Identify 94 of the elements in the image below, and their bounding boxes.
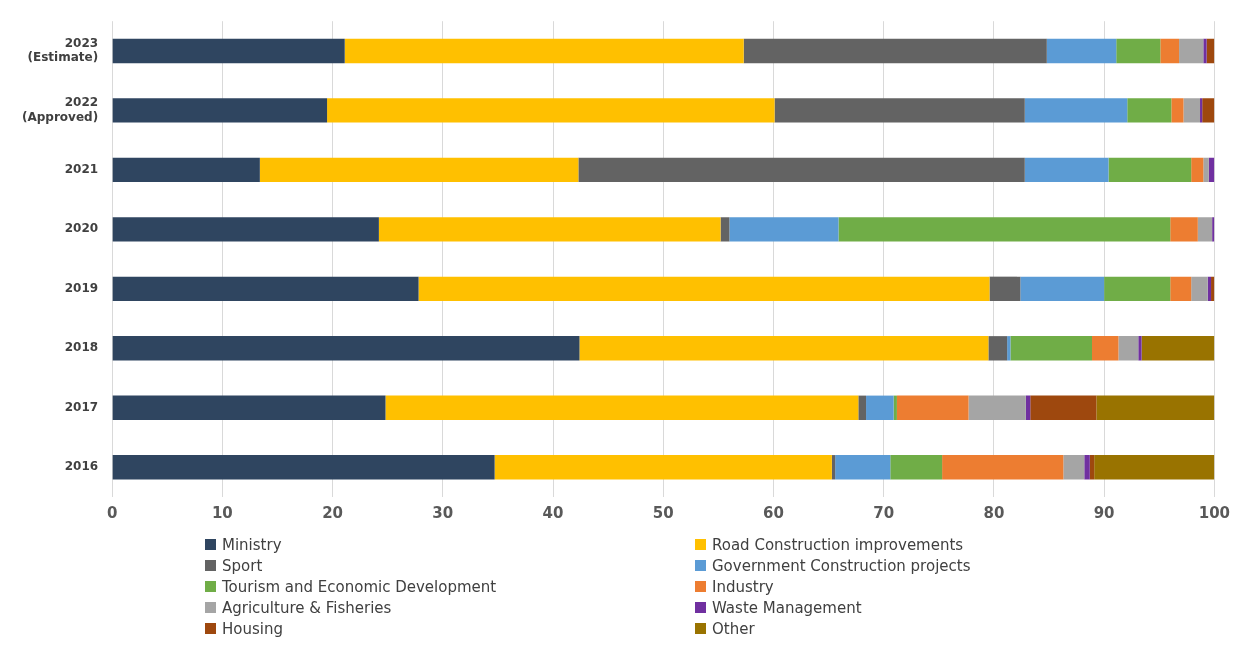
bar xyxy=(1160,38,1180,64)
bar xyxy=(1063,455,1085,480)
bar xyxy=(1208,157,1215,183)
bar xyxy=(1127,98,1172,123)
legend-label: Government Construction projects xyxy=(712,556,971,575)
y-tick-label: 2018 xyxy=(64,340,99,355)
x-tick-label: 50 xyxy=(652,503,674,522)
x-tick-label: 70 xyxy=(873,503,895,522)
x-tick-label: 20 xyxy=(322,503,344,522)
y-tick-label: 2019 xyxy=(64,280,99,295)
bar xyxy=(1170,217,1198,242)
bar xyxy=(1183,98,1201,123)
y-tick-label: 2023 (Estimate) xyxy=(27,35,99,65)
bar xyxy=(385,395,859,420)
legend-label: Tourism and Economic Development xyxy=(222,577,497,596)
bar xyxy=(1024,98,1128,123)
bar xyxy=(838,217,1171,242)
bar xyxy=(866,395,894,420)
bar xyxy=(720,217,730,242)
bar xyxy=(578,157,1025,183)
bar xyxy=(729,217,839,242)
bar xyxy=(112,157,260,183)
bar xyxy=(112,336,580,361)
bar xyxy=(1203,157,1209,183)
x-tick-label: 90 xyxy=(1093,503,1115,522)
x-tick-label: 10 xyxy=(211,503,233,522)
y-tick-label: 2016 xyxy=(64,459,99,474)
y-tick-label: 2022 (Approved) xyxy=(21,95,99,124)
legend-label: Agriculture & Fisheries xyxy=(222,598,392,617)
bar xyxy=(112,395,386,420)
legend-label: Road Construction improvements xyxy=(712,535,964,554)
bar xyxy=(1171,98,1184,123)
bar xyxy=(1202,98,1215,123)
bar xyxy=(1046,38,1117,64)
bar xyxy=(1179,38,1204,64)
bar xyxy=(1200,98,1203,123)
bar xyxy=(774,98,1025,123)
x-tick-label: 100 xyxy=(1198,503,1230,522)
bar xyxy=(1020,276,1105,302)
legend-label: Industry xyxy=(712,577,774,596)
bar xyxy=(378,217,721,242)
y-tick-label: 2017 xyxy=(64,399,99,414)
bar xyxy=(835,455,891,480)
bar xyxy=(1084,455,1090,480)
bar xyxy=(743,38,1047,64)
bar xyxy=(1010,336,1092,361)
bar xyxy=(327,98,775,123)
bar xyxy=(1197,217,1213,242)
bar xyxy=(579,336,989,361)
legend-label: Other xyxy=(712,619,755,638)
x-tick-label: 80 xyxy=(983,503,1005,522)
bar xyxy=(1104,276,1171,302)
bar xyxy=(112,276,419,302)
legend-label: Sport xyxy=(222,556,263,575)
bar xyxy=(1094,455,1215,480)
bar xyxy=(858,395,867,420)
bar xyxy=(1096,395,1215,420)
legend-label: Ministry xyxy=(222,535,282,554)
bar xyxy=(896,395,969,420)
bar xyxy=(1108,157,1192,183)
bar xyxy=(989,276,1021,302)
bar xyxy=(112,98,328,123)
x-tick-label: 30 xyxy=(432,503,454,522)
y-tick-label: 2021 xyxy=(64,162,99,177)
bar xyxy=(1030,395,1097,420)
legend-label: Housing xyxy=(222,619,283,638)
bar xyxy=(988,336,1008,361)
bar xyxy=(1138,336,1142,361)
bar xyxy=(112,217,379,242)
bar xyxy=(494,455,832,480)
bar xyxy=(890,455,943,480)
bar xyxy=(1118,336,1139,361)
bar xyxy=(344,38,744,64)
bar xyxy=(1170,276,1192,302)
bar xyxy=(1191,276,1208,302)
bar xyxy=(418,276,990,302)
x-tick-label: 60 xyxy=(763,503,784,522)
bar xyxy=(968,395,1026,420)
x-tick-label: 40 xyxy=(542,503,564,522)
bar xyxy=(1007,336,1011,361)
bar xyxy=(112,455,495,480)
x-tick-label: 0 xyxy=(106,503,118,522)
bar xyxy=(1024,157,1109,183)
bar xyxy=(1191,157,1204,183)
bar xyxy=(1116,38,1161,64)
y-tick-label: 2020 xyxy=(64,221,99,236)
bar xyxy=(1203,38,1207,64)
bar xyxy=(259,157,579,183)
bar xyxy=(1141,336,1215,361)
legend-label: Waste Management xyxy=(712,598,862,617)
bar xyxy=(1092,336,1119,361)
bar xyxy=(1212,217,1215,242)
bar xyxy=(942,455,1064,480)
bar xyxy=(112,38,345,64)
